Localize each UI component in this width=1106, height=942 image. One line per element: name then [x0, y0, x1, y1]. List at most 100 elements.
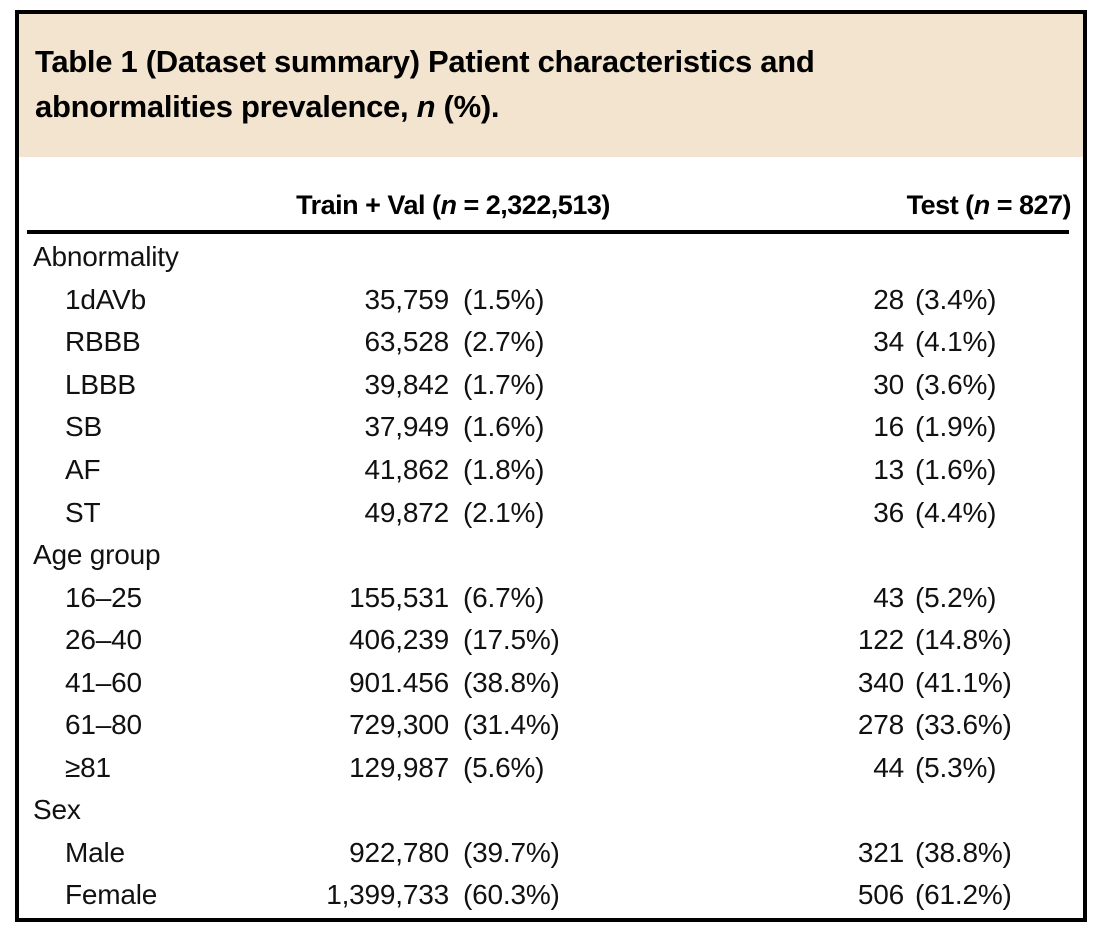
table-title: Table 1 (Dataset summary) Patient charac…: [35, 39, 1053, 129]
test-percent: (4.1%): [915, 326, 997, 358]
test-count: 30: [873, 368, 904, 400]
test-percent: (33.6%): [915, 709, 1012, 741]
trainval-count: 37,949: [364, 411, 450, 443]
trainval-count: 1,399,733: [326, 879, 449, 911]
trainval-percent: (1.6%): [463, 411, 545, 443]
trainval-count: 155,531: [349, 581, 449, 613]
table-row: Female 1,399,733 (60.3%) 506 (61.2%): [19, 874, 1083, 917]
trainval-count: 39,842: [364, 368, 450, 400]
trainval-percent: (1.8%): [463, 454, 545, 485]
trainval-percent: (6.7%): [463, 581, 545, 613]
row-label: Male: [65, 836, 125, 868]
test-percent: (5.2%): [915, 581, 997, 613]
row-label: LBBB: [65, 368, 136, 400]
trainval-percent: (2.1%): [463, 496, 545, 528]
trainval-percent: (2.7%): [463, 326, 545, 358]
section-row: Sex: [19, 789, 1083, 832]
column-header-test: Test (n = 827): [623, 190, 1083, 221]
trainval-count: 901.456: [349, 666, 449, 698]
test-percent: (41.1%): [915, 666, 1012, 698]
title-line1: Table 1 (Dataset summary) Patient charac…: [35, 39, 1053, 84]
trainval-percent: (39.7%): [463, 836, 560, 868]
table-row: SB 37,949 (1.6%) 16 (1.9%): [19, 406, 1083, 449]
table-row: 61–80 729,300 (31.4%) 278 (33.6%): [19, 704, 1083, 747]
row-label: SB: [65, 411, 102, 443]
dataset-summary-table: Table 1 (Dataset summary) Patient charac…: [15, 10, 1087, 922]
test-percent: (61.2%): [915, 879, 1012, 911]
table-rows: Abnormality 1dAVb 35,759 (1.5%) 28 (3.4%) RBBB…: [19, 234, 1083, 917]
trainval-header-n: n: [440, 190, 457, 220]
section-row: Abnormality: [19, 236, 1083, 279]
row-label: ≥81: [65, 751, 111, 783]
test-count: 16: [873, 411, 904, 443]
row-label: Female: [65, 879, 158, 911]
trainval-header-pre: Train + Val (: [296, 190, 441, 220]
trainval-percent: (5.6%): [463, 751, 545, 783]
title-line1-text: Table 1 (Dataset summary) Patient charac…: [35, 44, 815, 79]
section-label: Age group: [33, 539, 161, 571]
table-row: ≥81 129,987 (5.6%) 44 (5.3%): [19, 747, 1083, 790]
trainval-percent: (1.7%): [463, 368, 545, 400]
test-percent: (1.6%): [915, 454, 997, 485]
trainval-count: 729,300: [349, 709, 449, 741]
trainval-count: 129,987: [349, 751, 449, 783]
table-row: ST 49,872 (2.1%) 36 (4.4%): [19, 491, 1083, 534]
trainval-count: 41,862: [364, 454, 450, 485]
test-count: 13: [873, 454, 904, 485]
test-percent: (38.8%): [915, 836, 1012, 868]
test-percent: (4.4%): [915, 496, 997, 528]
column-headers: Train + Val (n = 2,322,513) Test (n = 82…: [19, 157, 1083, 230]
trainval-percent: (17.5%): [463, 624, 560, 656]
row-label: 16–25: [65, 581, 142, 613]
trainval-percent: (1.5%): [463, 283, 545, 315]
table-row: Male 922,780 (39.7%) 321 (38.8%): [19, 832, 1083, 875]
row-label: ST: [65, 496, 101, 528]
test-percent: (3.4%): [915, 283, 997, 315]
row-label: 41–60: [65, 666, 142, 698]
test-count: 321: [857, 836, 904, 868]
test-percent: (3.6%): [915, 368, 997, 400]
trainval-count: 35,759: [364, 283, 450, 315]
test-count: 43: [873, 581, 904, 613]
trainval-percent: (60.3%): [463, 879, 560, 911]
test-count: 122: [857, 624, 904, 656]
table-row: 26–40 406,239 (17.5%) 122 (14.8%): [19, 619, 1083, 662]
table-row: 1dAVb 35,759 (1.5%) 28 (3.4%): [19, 279, 1083, 322]
trainval-count: 406,239: [349, 624, 449, 656]
trainval-count: 63,528: [364, 326, 450, 358]
test-count: 278: [857, 709, 904, 741]
test-percent: (14.8%): [915, 624, 1012, 656]
row-label: 1dAVb: [65, 283, 146, 315]
test-header-pre: Test (: [906, 190, 975, 220]
title-line2: abnormalities prevalence, n (%).: [35, 84, 1053, 129]
test-count: 44: [873, 751, 904, 783]
test-percent: (5.3%): [915, 751, 997, 783]
table-row: RBBB 63,528 (2.7%) 34 (4.1%): [19, 321, 1083, 364]
table-row: LBBB 39,842 (1.7%) 30 (3.6%): [19, 364, 1083, 407]
section-label: Sex: [33, 794, 81, 826]
trainval-percent: (38.8%): [463, 666, 560, 698]
section-row: Age group: [19, 534, 1083, 577]
table-row: 41–60 901.456 (38.8%) 340 (41.1%): [19, 661, 1083, 704]
test-count: 34: [873, 326, 904, 358]
row-label: RBBB: [65, 326, 141, 358]
table-row: AF 41,862 (1.8%) 13 (1.6%): [19, 449, 1083, 492]
table-title-panel: Table 1 (Dataset summary) Patient charac…: [19, 14, 1083, 157]
header-rule: [27, 230, 1069, 234]
test-count: 340: [857, 666, 904, 698]
title-line2-pre: abnormalities prevalence,: [35, 89, 417, 124]
test-header-post: = 827): [989, 190, 1072, 220]
test-percent: (1.9%): [915, 411, 997, 443]
trainval-header-post: = 2,322,513): [456, 190, 610, 220]
title-line2-post: (%).: [435, 89, 500, 124]
trainval-percent: (31.4%): [463, 709, 560, 741]
table-row: 16–25 155,531 (6.7%) 43 (5.2%): [19, 576, 1083, 619]
title-n-symbol: n: [416, 89, 436, 124]
test-count: 28: [873, 283, 904, 315]
test-count: 36: [873, 496, 904, 528]
row-label: 61–80: [65, 709, 142, 741]
row-label: 26–40: [65, 624, 142, 656]
test-header-n: n: [973, 190, 991, 220]
test-count: 506: [857, 879, 904, 911]
trainval-count: 49,872: [364, 496, 450, 528]
